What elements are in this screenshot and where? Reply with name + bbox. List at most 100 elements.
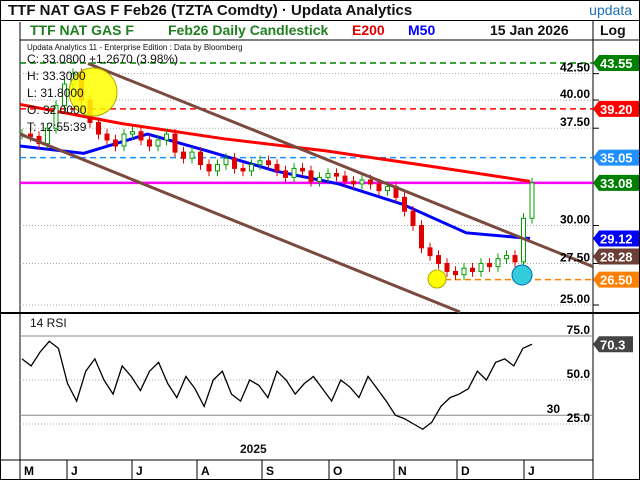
time-readout: T: 12:55:39 <box>27 120 87 134</box>
candle <box>155 139 161 147</box>
candle <box>334 173 339 177</box>
candle <box>223 157 229 166</box>
candle <box>436 255 441 264</box>
candle <box>130 131 135 135</box>
x-tick-label: J <box>71 464 78 478</box>
chart-date: 15 Jan 2026 <box>490 22 569 38</box>
m50-line <box>19 132 531 240</box>
candle <box>453 270 458 276</box>
rsi-tick-label: 50.0 <box>567 367 591 381</box>
price-tag-label: 35.05 <box>600 151 633 166</box>
log-scale-toggle[interactable]: Log <box>600 22 626 38</box>
channel-upper <box>87 62 594 269</box>
price-tag-label: 39.20 <box>600 102 633 117</box>
candle <box>113 139 118 147</box>
close-readout: C: 33.0800 +1.2670 (3.98%) <box>27 52 178 66</box>
candle <box>419 225 424 249</box>
candle <box>368 179 373 185</box>
rsi-tick-label: 75.0 <box>567 323 591 337</box>
window-title: TTF NAT GAS F Feb26 (TZTA Comdty) · Upda… <box>8 2 413 19</box>
candle <box>478 262 484 272</box>
rsi-tick-label: 30 <box>547 402 561 416</box>
price-tag <box>593 55 639 72</box>
low-readout: L: 31.8000 <box>27 86 84 100</box>
price-tag <box>593 174 639 191</box>
candle <box>96 121 101 135</box>
candle <box>402 196 407 212</box>
candle <box>240 167 246 172</box>
high-readout: H: 33.3000 <box>27 69 86 83</box>
y-tick-label: 40.00 <box>560 87 590 101</box>
candle <box>198 151 203 166</box>
price-tag <box>593 100 639 117</box>
credit-text: Updata Analytics 11 - Enterprise Edition… <box>27 43 243 52</box>
x-tick-label: M <box>24 464 34 478</box>
price-tag <box>593 248 639 265</box>
candle <box>266 160 271 166</box>
price-tag-label: 43.55 <box>600 56 633 71</box>
candle <box>325 173 331 178</box>
y-tick-label: 27.50 <box>560 250 590 264</box>
candle <box>121 133 127 147</box>
candle <box>461 267 467 276</box>
candle <box>53 105 59 129</box>
candle <box>470 267 475 272</box>
candle <box>410 210 416 227</box>
legend-m50: M50 <box>408 22 435 38</box>
x-tick-label: J <box>136 464 143 478</box>
x-tick-label: N <box>398 464 407 478</box>
chart-type-label: Feb26 Daily Candlestick <box>168 22 329 38</box>
rsi-tick-label: 25.0 <box>567 411 591 425</box>
x-tick-label: S <box>266 464 274 478</box>
symbol-label: TTF NAT GAS F <box>30 22 134 38</box>
candle <box>300 167 305 172</box>
x-tick-label: A <box>201 464 210 478</box>
candle <box>172 133 178 153</box>
candle <box>232 157 237 169</box>
e200-line <box>19 102 531 183</box>
candle <box>317 176 322 182</box>
y-tick-label: 30.00 <box>560 213 590 227</box>
candle <box>444 262 450 272</box>
candle <box>181 151 186 159</box>
candle <box>274 164 280 172</box>
channel-lower <box>19 132 461 314</box>
candle <box>28 133 33 137</box>
price-tag <box>593 149 639 166</box>
candle <box>206 164 212 172</box>
candle <box>504 255 509 260</box>
y-tick-label: 37.50 <box>560 115 590 129</box>
candle <box>308 170 314 182</box>
candle <box>427 247 433 257</box>
candle <box>385 186 390 192</box>
rsi-title: 14 RSI <box>30 316 67 330</box>
year-label: 2025 <box>240 442 267 456</box>
price-tag-label: 29.12 <box>600 231 633 246</box>
price-tag <box>593 271 639 288</box>
candle <box>291 167 297 178</box>
candle <box>189 151 195 159</box>
price-tag-label: 26.50 <box>600 273 633 288</box>
open-readout: O: 32.0000 <box>27 103 87 117</box>
candle <box>138 131 144 141</box>
price-tag-label: 28.28 <box>600 249 633 264</box>
candle <box>376 183 382 192</box>
candle <box>487 262 492 268</box>
y-tick-label: 25.00 <box>560 292 590 306</box>
candle <box>495 258 501 268</box>
rsi-tag-label: 70.3 <box>600 337 625 352</box>
divider <box>0 20 640 21</box>
highlight-circle <box>427 269 447 289</box>
candle <box>249 164 254 172</box>
candle <box>359 179 365 185</box>
candle <box>62 83 67 107</box>
updata-logo: updata <box>589 2 632 18</box>
x-tick-label: J <box>528 464 535 478</box>
legend-e200: E200 <box>352 22 385 38</box>
candle <box>512 255 518 263</box>
candle <box>342 175 348 182</box>
rsi-tag <box>593 336 633 353</box>
price-tag <box>593 230 639 247</box>
candle <box>529 182 535 219</box>
